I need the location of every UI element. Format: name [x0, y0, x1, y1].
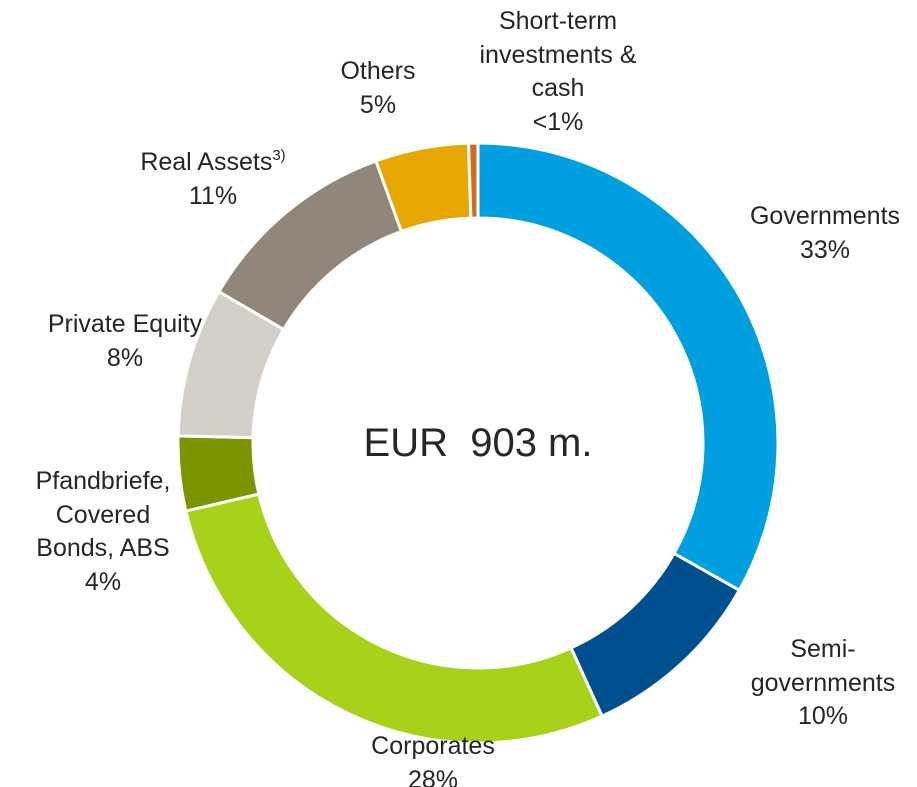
value-label: 10%: [797, 702, 849, 730]
category-name: Governments: [749, 202, 901, 230]
value-label: 5%: [359, 90, 397, 119]
donut-segment: [184, 492, 605, 745]
category-name: Private Equity: [47, 310, 203, 338]
segment-label: Corporates 28%: [333, 730, 533, 787]
segment-label: Pfandbriefe, Covered Bonds, ABS 4%: [28, 465, 178, 599]
value-label: 33%: [799, 235, 851, 264]
category-name: Short-term investments & cash: [479, 7, 637, 102]
segment-label: Short-term investments & cash <1%: [471, 5, 646, 139]
donut-segment: [476, 141, 780, 593]
footnote-mark: 3): [272, 147, 286, 164]
donut-segment: [466, 141, 480, 220]
value-label: 28%: [407, 765, 459, 787]
category-name: Others: [340, 57, 416, 85]
value-label: 11%: [188, 181, 238, 210]
value-label: 8%: [106, 343, 144, 372]
segment-label: Private Equity 8%: [15, 308, 235, 375]
center-label: EUR 903 m.: [363, 421, 593, 465]
category-name: Pfandbriefe, Covered Bonds, ABS: [35, 467, 171, 562]
segment-label: Others 5%: [318, 55, 438, 122]
donut-segment: [569, 551, 742, 719]
segment-label: Real Assets3) 11%: [103, 146, 323, 213]
segment-label: Governments 33%: [725, 200, 917, 267]
value-label: <1%: [532, 107, 584, 136]
value-label: 4%: [84, 567, 122, 596]
category-name: Real Assets: [140, 148, 273, 176]
category-name: Corporates: [371, 732, 495, 760]
category-name: Semi-governments: [750, 635, 896, 697]
segment-label: Semi-governments 10%: [748, 633, 898, 734]
